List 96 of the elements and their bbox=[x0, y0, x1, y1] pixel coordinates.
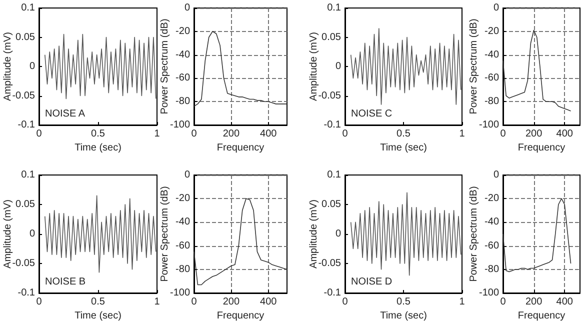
y-tick-label: -20 bbox=[484, 193, 500, 204]
y-tick-label: 0 bbox=[184, 2, 190, 14]
y-axis-title: Amplitude (mV) bbox=[2, 32, 14, 101]
y-tick-label: -40 bbox=[484, 49, 500, 60]
x-tick-label: 0 bbox=[342, 296, 348, 308]
y-tick-label: -0.1 bbox=[18, 120, 36, 130]
y-tick-label: -80 bbox=[176, 96, 190, 108]
y-tick-label: -100 bbox=[170, 288, 190, 298]
line-series bbox=[194, 31, 288, 107]
y-tick-label: 0.05 bbox=[322, 199, 342, 210]
x-tick-label: 0.5 bbox=[91, 128, 106, 140]
y-tick-label: 0 bbox=[493, 170, 500, 180]
x-tick-label: 0.5 bbox=[91, 296, 106, 308]
y-axis-title: Power Spectrum (dB) bbox=[468, 18, 480, 114]
y-tick-label: 0.05 bbox=[322, 32, 342, 43]
y-tick-label: 0.1 bbox=[327, 170, 342, 180]
y-tick-label: 0.1 bbox=[21, 170, 36, 180]
x-tick-label: 0.5 bbox=[396, 296, 411, 308]
x-tick-label: 0 bbox=[191, 296, 198, 308]
y-tick-label: -60 bbox=[176, 72, 190, 84]
x-tick-label: 200 bbox=[222, 128, 240, 140]
x-tick-label: 200 bbox=[525, 128, 543, 140]
line-series bbox=[502, 198, 572, 272]
y-axis-title: Amplitude (mV) bbox=[308, 200, 320, 268]
y-tick-label: 0 bbox=[335, 61, 342, 72]
y-tick-label: -0.05 bbox=[318, 258, 342, 269]
x-tick-label: 400 bbox=[260, 128, 278, 140]
y-tick-label: 0 bbox=[493, 2, 500, 14]
y-tick-label: -0.05 bbox=[12, 258, 36, 269]
x-tick-label: 1 bbox=[154, 128, 160, 140]
y-tick-label: 0.1 bbox=[327, 2, 342, 14]
x-tick-label: 0 bbox=[191, 128, 198, 140]
y-tick-label: -40 bbox=[484, 216, 500, 228]
y-axis-title: Amplitude (mV) bbox=[308, 32, 320, 101]
line-series bbox=[194, 198, 288, 286]
y-tick-label: -20 bbox=[176, 26, 190, 37]
x-axis-title: Frequency bbox=[518, 142, 566, 154]
line-series bbox=[350, 28, 462, 105]
annotation: NOISE D bbox=[351, 276, 392, 288]
line-series bbox=[44, 195, 156, 273]
y-tick-label: 0 bbox=[29, 61, 36, 72]
x-tick-label: 0 bbox=[342, 128, 348, 140]
annotation: NOISE C bbox=[351, 108, 392, 120]
line-series bbox=[44, 34, 156, 100]
y-tick-label: -100 bbox=[478, 120, 500, 130]
y-tick-label: -60 bbox=[484, 72, 500, 84]
y-tick-label: -60 bbox=[176, 240, 190, 252]
y-tick-label: 0 bbox=[335, 228, 342, 240]
y-tick-label: 0 bbox=[29, 228, 36, 240]
line-series bbox=[502, 30, 572, 112]
x-tick-label: 0.5 bbox=[396, 128, 411, 140]
y-tick-label: -100 bbox=[170, 120, 190, 130]
y-tick-label: -40 bbox=[176, 216, 190, 228]
x-axis-title: Time (sec) bbox=[380, 142, 427, 154]
x-axis-title: Frequency bbox=[216, 142, 264, 154]
x-axis-title: Time (sec) bbox=[74, 142, 122, 154]
y-tick-label: 0.05 bbox=[16, 199, 36, 210]
x-axis-title: Time (sec) bbox=[380, 310, 427, 321]
y-tick-label: -0.1 bbox=[18, 288, 36, 298]
y-axis-title: Power Spectrum (dB) bbox=[160, 186, 170, 282]
x-tick-label: 1 bbox=[459, 296, 466, 308]
x-tick-label: 0 bbox=[36, 128, 42, 140]
x-axis-title: Frequency bbox=[216, 310, 264, 321]
y-tick-label: -40 bbox=[176, 49, 190, 60]
y-tick-label: -0.1 bbox=[324, 288, 342, 298]
x-tick-label: 200 bbox=[525, 296, 543, 308]
y-tick-label: -0.05 bbox=[318, 90, 342, 102]
x-tick-label: 0 bbox=[500, 128, 506, 140]
x-tick-label: 0 bbox=[500, 296, 506, 308]
y-tick-label: -80 bbox=[176, 264, 190, 275]
annotation: NOISE B bbox=[45, 276, 86, 288]
annotation: NOISE A bbox=[45, 108, 86, 120]
x-tick-label: 0 bbox=[36, 296, 42, 308]
x-tick-label: 400 bbox=[556, 296, 574, 308]
x-tick-label: 1 bbox=[154, 296, 160, 308]
x-axis-title: Time (sec) bbox=[74, 310, 122, 321]
y-tick-label: 0 bbox=[184, 170, 190, 180]
y-tick-label: -20 bbox=[176, 193, 190, 204]
y-tick-label: -60 bbox=[484, 240, 500, 252]
y-axis-title: Amplitude (mV) bbox=[2, 200, 14, 268]
y-tick-label: -80 bbox=[484, 96, 500, 108]
x-tick-label: 1 bbox=[459, 128, 466, 140]
y-tick-label: -80 bbox=[484, 264, 500, 275]
y-tick-label: -100 bbox=[478, 288, 500, 298]
y-axis-title: Power Spectrum (dB) bbox=[160, 18, 170, 114]
y-tick-label: 0.1 bbox=[21, 2, 36, 14]
y-tick-label: -0.05 bbox=[12, 90, 36, 102]
x-tick-label: 200 bbox=[222, 296, 240, 308]
y-tick-label: -0.1 bbox=[324, 120, 342, 130]
x-axis-title: Frequency bbox=[518, 310, 566, 321]
y-axis-title: Power Spectrum (dB) bbox=[468, 186, 480, 282]
y-tick-label: -20 bbox=[484, 26, 500, 37]
y-tick-label: 0.05 bbox=[16, 32, 36, 43]
x-tick-label: 400 bbox=[556, 128, 574, 140]
line-series bbox=[350, 192, 462, 276]
x-tick-label: 400 bbox=[260, 296, 278, 308]
